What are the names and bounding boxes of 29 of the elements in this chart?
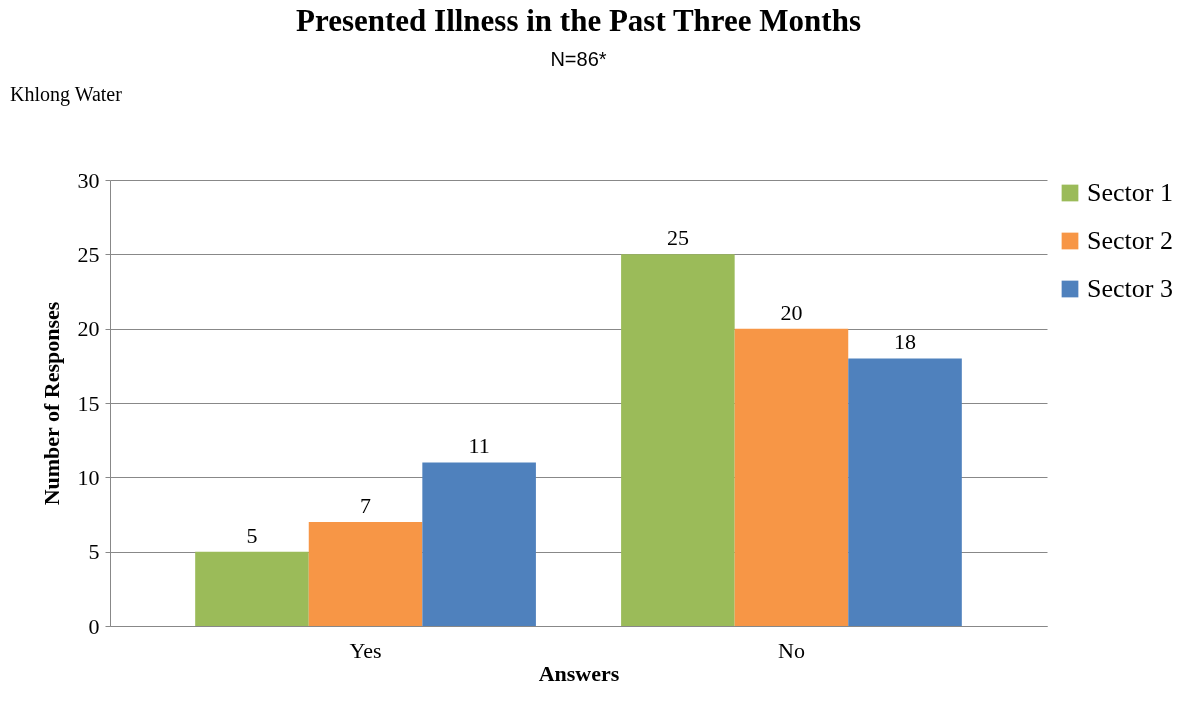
- bar: [848, 358, 962, 626]
- y-tick-label: 0: [88, 613, 100, 639]
- bar: [734, 328, 849, 626]
- legend-label: Sector 3: [1087, 274, 1173, 303]
- data-label: 5: [246, 522, 258, 548]
- bar: [621, 254, 735, 626]
- chart-subtitle: N=86*: [550, 48, 607, 70]
- x-tick-label: Yes: [349, 637, 382, 663]
- legend-label: Sector 2: [1087, 226, 1173, 255]
- y-tick-label: 10: [77, 464, 100, 490]
- x-tick-label: No: [778, 637, 805, 663]
- legend-label: Sector 1: [1087, 178, 1173, 207]
- data-label: 11: [468, 433, 490, 459]
- data-label: 25: [666, 225, 689, 251]
- bar: [422, 462, 536, 626]
- chart-title: Presented Illness in the Past Three Months: [296, 3, 861, 38]
- data-label: 7: [360, 492, 372, 518]
- text: Khlong Water: [10, 83, 123, 106]
- y-axis-title: Number of Responses: [38, 301, 64, 506]
- x-axis-title: Answers: [538, 660, 620, 686]
- data-label: 20: [780, 299, 803, 325]
- bar: [195, 551, 309, 626]
- y-tick-label: 30: [77, 167, 100, 193]
- y-tick-label: 25: [77, 241, 100, 267]
- bar: [308, 521, 423, 626]
- data-label: 18: [894, 329, 917, 355]
- y-tick-label: 20: [77, 316, 100, 342]
- y-tick-label: 5: [88, 539, 100, 565]
- y-tick-label: 15: [77, 390, 100, 416]
